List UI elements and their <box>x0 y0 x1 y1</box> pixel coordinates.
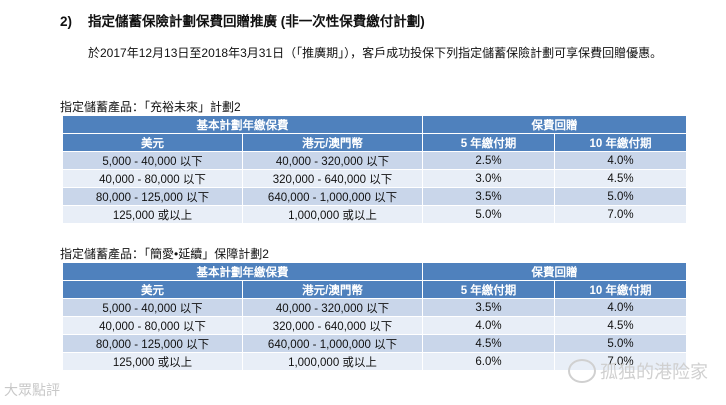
hkd-header: 港元/澳門幣 <box>242 133 423 152</box>
usd-cell: 125,000 或以上 <box>62 205 243 224</box>
ten-year-cell: 7.0% <box>554 205 687 224</box>
usd-cell: 40,000 - 80,000 以下 <box>62 316 243 335</box>
watermark-right: 孤独的港险家 <box>568 358 708 384</box>
ten-year-cell: 5.0% <box>554 187 687 206</box>
hkd-cell: 40,000 - 320,000 以下 <box>242 298 423 317</box>
rebate-group-header: 保費回贈 <box>422 115 687 134</box>
hkd-header: 港元/澳門幣 <box>242 280 423 299</box>
five-year-cell: 2.5% <box>422 151 555 170</box>
table-row: 5,000 - 40,000 以下 40,000 - 320,000 以下 2.… <box>62 151 687 170</box>
rebate-group-header: 保費回贈 <box>422 262 687 281</box>
plan-1-table: 基本計劃年繳保費 保費回贈 美元 港元/澳門幣 5 年繳付期 10 年繳付期 5… <box>62 115 687 224</box>
plan-1-label: 指定儲蓄產品：「充裕未來」計劃2 <box>60 100 241 114</box>
five-year-cell: 3.0% <box>422 169 555 188</box>
hkd-cell: 640,000 - 1,000,000 以下 <box>242 334 423 353</box>
table-row: 80,000 - 125,000 以下 640,000 - 1,000,000 … <box>62 334 687 353</box>
usd-cell: 80,000 - 125,000 以下 <box>62 334 243 353</box>
watermark-right-text: 孤独的港险家 <box>600 362 708 382</box>
plan-2-table: 基本計劃年繳保費 保費回贈 美元 港元/澳門幣 5 年繳付期 10 年繳付期 5… <box>62 262 687 371</box>
five-year-cell: 3.5% <box>422 298 555 317</box>
table-row: 40,000 - 80,000 以下 320,000 - 640,000 以下 … <box>62 316 687 335</box>
section-heading: 2) 指定儲蓄保險計劃保費回贈推廣 (非一次性保費繳付計劃) <box>60 10 425 30</box>
hkd-cell: 320,000 - 640,000 以下 <box>242 316 423 335</box>
five-year-header: 5 年繳付期 <box>422 280 555 299</box>
five-year-header: 5 年繳付期 <box>422 133 555 152</box>
intro-paragraph: 於2017年12月13日至2018年3月31日（「推廣期」），客戶成功投保下列指… <box>88 46 663 60</box>
five-year-cell: 5.0% <box>422 205 555 224</box>
hkd-cell: 1,000,000 或以上 <box>242 205 423 224</box>
section-number: 2) <box>60 14 73 29</box>
ten-year-cell: 4.0% <box>554 151 687 170</box>
plan-2-label: 指定儲蓄產品：「簡愛•延續」保障計劃2 <box>60 247 269 261</box>
usd-cell: 5,000 - 40,000 以下 <box>62 151 243 170</box>
usd-cell: 40,000 - 80,000 以下 <box>62 169 243 188</box>
five-year-cell: 6.0% <box>422 352 555 371</box>
table-row: 125,000 或以上 1,000,000 或以上 6.0% 7.0% <box>62 352 687 371</box>
five-year-cell: 3.5% <box>422 187 555 206</box>
premium-group-header: 基本計劃年繳保費 <box>62 115 423 134</box>
five-year-cell: 4.0% <box>422 316 555 335</box>
five-year-cell: 4.5% <box>422 334 555 353</box>
usd-header: 美元 <box>62 133 243 152</box>
usd-cell: 125,000 或以上 <box>62 352 243 371</box>
ten-year-cell: 4.5% <box>554 169 687 188</box>
table-row: 125,000 或以上 1,000,000 或以上 5.0% 7.0% <box>62 205 687 224</box>
table-row: 40,000 - 80,000 以下 320,000 - 640,000 以下 … <box>62 169 687 188</box>
ten-year-header: 10 年繳付期 <box>554 133 687 152</box>
ten-year-cell: 4.0% <box>554 298 687 317</box>
ten-year-header: 10 年繳付期 <box>554 280 687 299</box>
hkd-cell: 1,000,000 或以上 <box>242 352 423 371</box>
hkd-cell: 320,000 - 640,000 以下 <box>242 169 423 188</box>
usd-header: 美元 <box>62 280 243 299</box>
table-row: 5,000 - 40,000 以下 40,000 - 320,000 以下 3.… <box>62 298 687 317</box>
wechat-icon <box>568 359 596 383</box>
section-title: 指定儲蓄保險計劃保費回贈推廣 (非一次性保費繳付計劃) <box>88 14 425 29</box>
table-row: 80,000 - 125,000 以下 640,000 - 1,000,000 … <box>62 187 687 206</box>
ten-year-cell: 4.5% <box>554 316 687 335</box>
usd-cell: 80,000 - 125,000 以下 <box>62 187 243 206</box>
premium-group-header: 基本計劃年繳保費 <box>62 262 423 281</box>
hkd-cell: 640,000 - 1,000,000 以下 <box>242 187 423 206</box>
hkd-cell: 40,000 - 320,000 以下 <box>242 151 423 170</box>
usd-cell: 5,000 - 40,000 以下 <box>62 298 243 317</box>
watermark-left: 大眾點評 <box>4 382 60 398</box>
ten-year-cell: 5.0% <box>554 334 687 353</box>
